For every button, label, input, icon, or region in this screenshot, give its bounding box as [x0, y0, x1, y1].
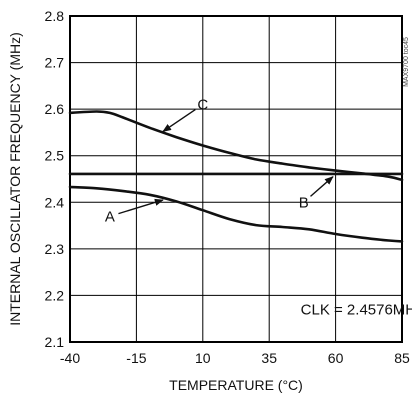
x-tick-label: 10	[195, 350, 211, 366]
series-line-a	[68, 185, 404, 243]
x-tick-label: -40	[60, 350, 80, 366]
clk-annotation: CLK = 2.4576MHz	[301, 301, 412, 318]
y-tick-label: 2.5	[45, 148, 65, 164]
x-axis-title: TEMPERATURE (°C)	[169, 377, 303, 393]
x-tick-label: 35	[261, 350, 277, 366]
series-label-a: A	[105, 208, 115, 225]
y-tick-label: 2.6	[45, 101, 65, 117]
y-tick-label: 2.4	[45, 194, 65, 210]
x-tick-label: 85	[394, 350, 410, 366]
y-tick-label: 2.1	[45, 334, 65, 350]
series-line-c	[68, 110, 404, 182]
y-axis-title: INTERNAL OSCILLATOR FREQUENCY (MHz)	[7, 32, 23, 326]
y-tick-labels: 2.1 2.2 2.3 2.4 2.5 2.6 2.7 2.8	[45, 8, 65, 350]
y-tick-label: 2.7	[45, 55, 65, 71]
series-label-c: C	[197, 96, 208, 113]
series	[68, 110, 404, 243]
arrow-b	[310, 176, 334, 197]
x-tick-label: 60	[328, 350, 344, 366]
arrow-a	[118, 198, 164, 215]
x-tick-label: -15	[126, 350, 146, 366]
figure-id: MAX9700 toc45	[403, 37, 410, 87]
y-tick-label: 2.8	[45, 8, 65, 24]
annotations: A B C CLK = 2.4576MHz	[105, 96, 412, 318]
y-tick-label: 2.3	[45, 241, 65, 257]
series-label-b: B	[299, 194, 309, 211]
y-tick-label: 2.2	[45, 287, 65, 303]
grid	[70, 16, 402, 342]
arrow-c	[162, 108, 196, 133]
plot-frame	[69, 15, 403, 343]
x-tick-labels: -40 -15 10 35 60 85	[60, 350, 410, 366]
